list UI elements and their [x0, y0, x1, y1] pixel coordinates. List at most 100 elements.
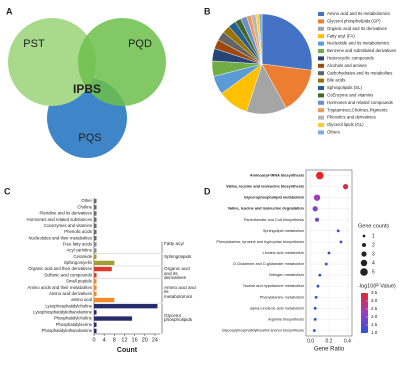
dot [342, 184, 349, 190]
size-legend-dot [361, 251, 367, 257]
y-tick-label: Nitrogen metabolism [269, 273, 304, 277]
venn-set [8, 18, 96, 106]
x-tick-label: 12 [121, 337, 127, 343]
x-tick-label: 4 [103, 337, 106, 343]
colorbar-label: 2.5 [371, 306, 378, 311]
colorbar-label: 1.5 [371, 322, 378, 327]
size-legend-label: 2 [372, 242, 375, 248]
legend-label: Organic acid and Its derivatives [327, 26, 387, 31]
legend-swatch [318, 123, 324, 127]
legend-label: Carbohydrates and Its metabolites [327, 70, 392, 75]
size-legend-dot [360, 259, 368, 267]
set-label: PST [23, 38, 45, 50]
legend-swatch [318, 19, 324, 24]
y-tick-label: Glycerophospholipid metabolism [244, 196, 305, 200]
bar [94, 285, 97, 290]
y-tick-label: Phosphatidylcholine [54, 316, 93, 321]
bar [94, 198, 97, 204]
legend-label: Hormones and related compounds [327, 100, 393, 105]
set-label: PQS [78, 132, 101, 144]
y-tick-label: amino acid [71, 297, 92, 302]
group-label: Sphingolipids [164, 254, 192, 259]
legend-swatch [318, 12, 324, 16]
y-tick-label: Other [81, 198, 92, 203]
legend-swatch [318, 34, 324, 39]
y-tick-label: D-Glutamine and D-glutamate metabolism [233, 262, 304, 266]
y-tick-label: Linoleic acid metabolism [263, 251, 304, 255]
dot [313, 318, 317, 321]
dot [312, 329, 316, 332]
y-tick-label: Lysophosphatidylethanolamine [33, 310, 92, 315]
y-tick-label: Arginine biosynthesis [268, 317, 304, 321]
y-tick-label: Sulfonic acid compounds [44, 272, 92, 277]
dot [316, 284, 320, 288]
y-tick-label: Organic acid and their derivatives [28, 266, 92, 271]
x-tick-label: 0.2 [326, 338, 333, 344]
legend-label: Heterocyclic compounds [327, 56, 374, 61]
y-tick-label: Sphingolipid metabolism [263, 229, 304, 233]
y-tick-label: Choline [77, 204, 92, 209]
venn-set [78, 18, 166, 106]
colorbar-label: 3.5 [371, 290, 378, 295]
dot [313, 306, 317, 310]
legend-swatch [318, 41, 324, 46]
dot [324, 262, 328, 266]
y-tick-label: Glycosylphosphatidylinositol-anchor bios… [222, 328, 304, 332]
y-tick-label: Aminoacyl-tRNA biosynthesis [250, 174, 304, 178]
group-label-box: Organic acid and its derivatives [164, 267, 190, 280]
legend-title: -log10(P Value) [358, 283, 396, 289]
legend-swatch [318, 100, 324, 105]
bar [94, 279, 97, 284]
legend-swatch [318, 71, 324, 76]
bar [94, 242, 97, 247]
x-tick-label: 16 [132, 337, 138, 343]
y-tick-label: alpha-Linolenic acid metabolism [250, 306, 304, 310]
y-tick-label: Acyl carnitine [66, 248, 92, 253]
legend-label: Alcohols and amines [327, 63, 367, 68]
legend-label: Sphingolipids (SL) [327, 85, 362, 90]
legend-swatch [318, 26, 324, 31]
x-tick-label: 0.0 [307, 338, 314, 344]
y-tick-label: Taurine and hypotaurine metabolism [243, 284, 304, 288]
bar [94, 273, 97, 278]
dot [327, 251, 331, 255]
dot [336, 229, 340, 233]
legend-title: Gene counts [358, 223, 389, 229]
center-label: IPBS [73, 82, 101, 96]
y-tick-label: Phenylalanine metabolism [260, 295, 304, 299]
pie-slice [258, 13, 263, 65]
pie-slice [261, 13, 313, 71]
legend-label: Others [327, 130, 340, 135]
legend-label: Fatty acyl (FA) [327, 33, 355, 38]
bar [94, 322, 97, 327]
legend-swatch [318, 56, 324, 61]
size-legend-label: 3 [372, 251, 375, 257]
bar [94, 291, 97, 296]
bar [94, 304, 158, 309]
group-label-box: Amino acid and its metabolomics [164, 286, 196, 298]
x-tick-label: 0 [92, 337, 95, 343]
legend-label: Nucleotide and Its metabolomics [327, 41, 389, 46]
y-tick-label: Phosphatidylserine [56, 322, 93, 327]
y-tick-label: Pteridine and its derivatives [39, 211, 92, 216]
panel-label: D [204, 186, 211, 196]
bar [94, 248, 97, 253]
bar [94, 254, 97, 259]
legend-swatch [318, 49, 324, 53]
y-tick-label: Free fatty acids [63, 242, 92, 247]
dot [315, 217, 320, 222]
legend-swatch [318, 130, 324, 135]
x-tick-label: 0.4 [344, 338, 351, 344]
size-legend-label: 5 [372, 269, 375, 275]
group-label: Organic acid and its derivatives [164, 267, 190, 280]
colorbar-label: 3.0 [371, 298, 378, 303]
bar [94, 328, 97, 334]
y-tick-label: Valine, leucine and isoleucine biosynthe… [226, 185, 304, 189]
set-label: PQD [128, 38, 152, 50]
y-tick-label: Sphingomyelin [64, 260, 93, 265]
legend-swatch [318, 93, 324, 98]
legend-swatch [318, 78, 324, 83]
y-tick-label: Valine, leucine and isoleucine degradati… [228, 207, 305, 211]
panel-label: B [204, 6, 211, 16]
